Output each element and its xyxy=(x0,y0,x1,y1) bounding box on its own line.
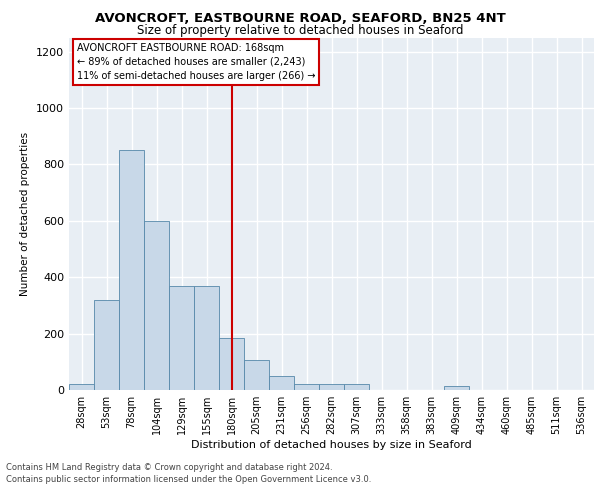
Bar xyxy=(244,360,269,390)
Bar xyxy=(269,376,294,390)
Bar xyxy=(444,386,469,390)
Text: Contains public sector information licensed under the Open Government Licence v3: Contains public sector information licen… xyxy=(6,475,371,484)
Text: AVONCROFT, EASTBOURNE ROAD, SEAFORD, BN25 4NT: AVONCROFT, EASTBOURNE ROAD, SEAFORD, BN2… xyxy=(95,12,505,26)
Bar xyxy=(69,384,94,390)
Bar xyxy=(144,221,169,390)
Y-axis label: Number of detached properties: Number of detached properties xyxy=(20,132,31,296)
Bar xyxy=(94,300,119,390)
Bar xyxy=(119,150,144,390)
Bar xyxy=(219,338,244,390)
Bar xyxy=(294,384,319,390)
Text: Contains HM Land Registry data © Crown copyright and database right 2024.: Contains HM Land Registry data © Crown c… xyxy=(6,462,332,471)
Bar xyxy=(169,286,194,390)
Bar xyxy=(194,286,219,390)
Bar xyxy=(344,384,369,390)
Text: AVONCROFT EASTBOURNE ROAD: 168sqm
← 89% of detached houses are smaller (2,243)
1: AVONCROFT EASTBOURNE ROAD: 168sqm ← 89% … xyxy=(77,43,316,81)
X-axis label: Distribution of detached houses by size in Seaford: Distribution of detached houses by size … xyxy=(191,440,472,450)
Bar xyxy=(319,384,344,390)
Text: Size of property relative to detached houses in Seaford: Size of property relative to detached ho… xyxy=(137,24,463,37)
